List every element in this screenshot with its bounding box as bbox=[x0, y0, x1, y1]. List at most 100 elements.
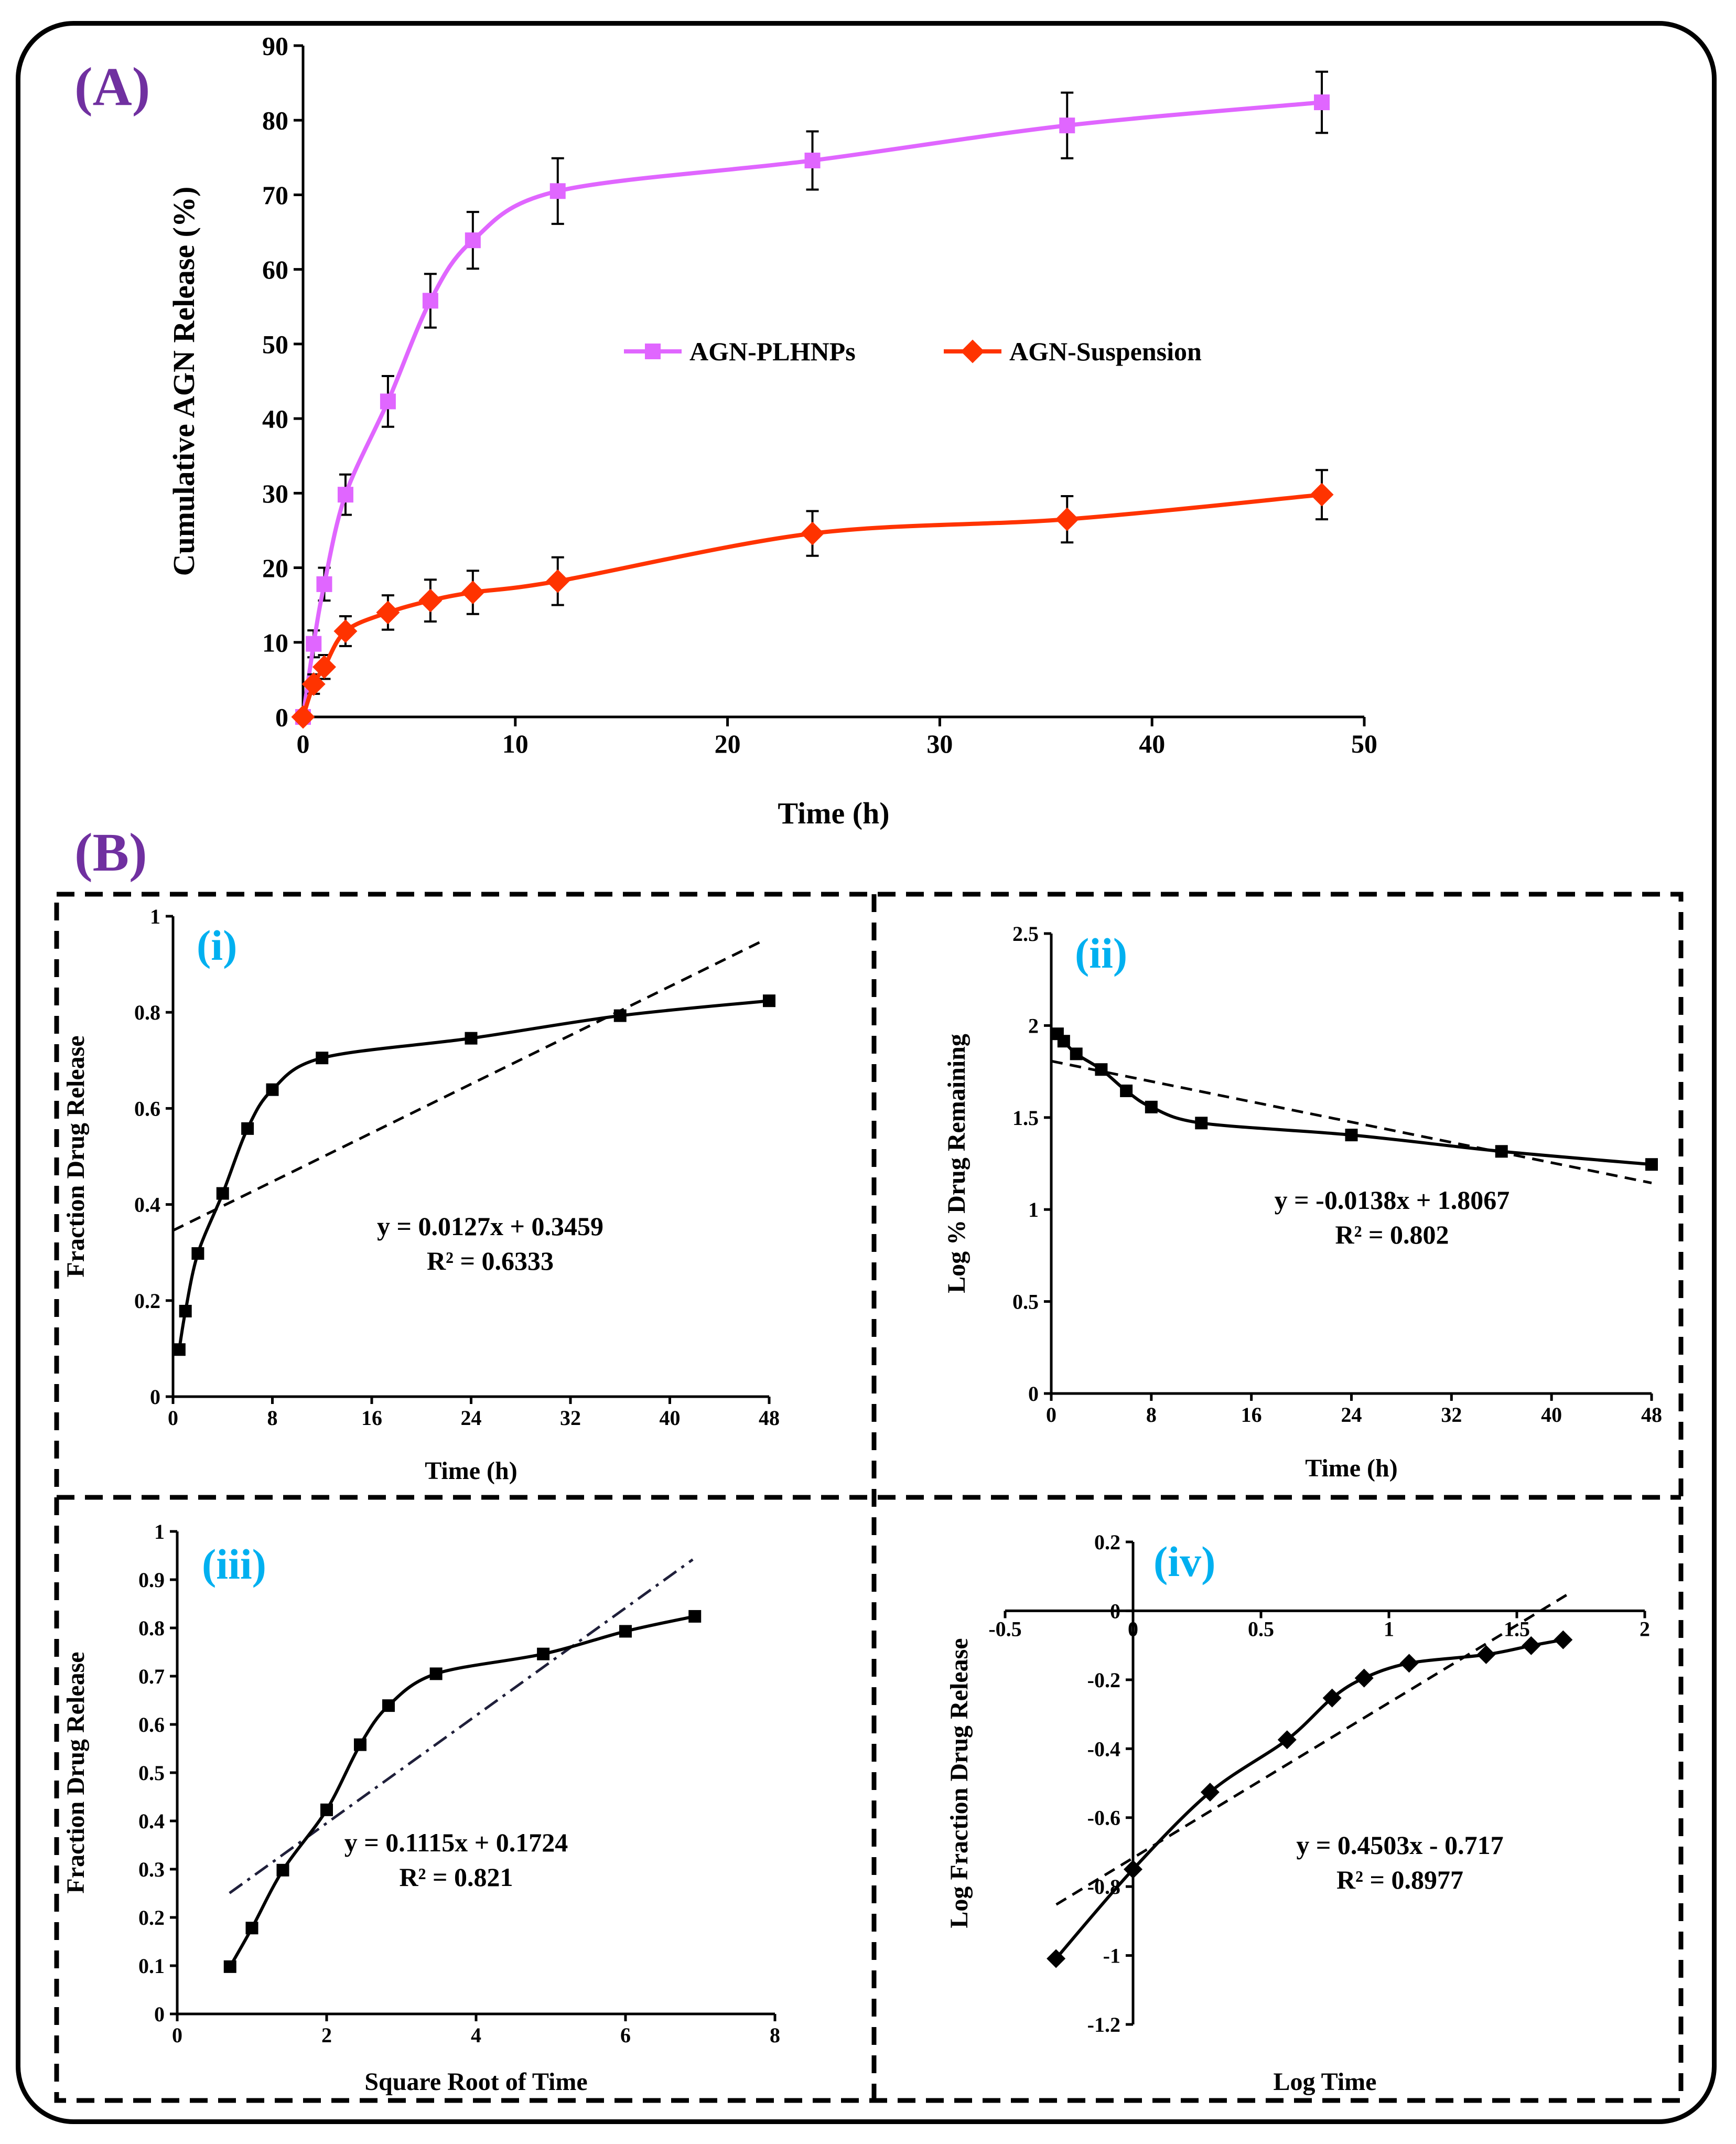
chart-i-data-point bbox=[266, 1083, 279, 1096]
chart-i-y-tick-label: 0 bbox=[150, 1385, 160, 1409]
chart-A-y-tick-label: 10 bbox=[262, 628, 288, 657]
chart-iv-x-axis-label: Log Time bbox=[1274, 2068, 1377, 2096]
chart-ii-x-tick-label: 48 bbox=[1641, 1403, 1662, 1427]
chart-iv-data-point bbox=[1522, 1636, 1541, 1655]
chart-A-data-point bbox=[380, 393, 396, 410]
chart-A-data-point bbox=[461, 580, 485, 604]
chart-A-y-tick-label: 40 bbox=[262, 404, 288, 434]
chart-i-y-tick-label: 0.4 bbox=[134, 1193, 160, 1217]
chart-ii-x-tick-label: 24 bbox=[1341, 1403, 1362, 1427]
chart-A-data-point bbox=[337, 487, 353, 503]
chart-iv-x-tick-label: 0.5 bbox=[1248, 1617, 1274, 1641]
chart-A-data-point bbox=[291, 705, 315, 729]
chart-iv-y-tick-label: -0.4 bbox=[1087, 1737, 1120, 1761]
chart-iv-y-tick-label: -1.2 bbox=[1087, 2013, 1120, 2036]
chart-iii-data-point bbox=[353, 1738, 366, 1751]
chart-i-y-axis-label: Fraction Drug Release bbox=[62, 1035, 90, 1277]
chart-A-x-tick-label: 40 bbox=[1139, 729, 1165, 758]
chart-i-data-point bbox=[191, 1247, 204, 1260]
chart-iii-y-tick-label: 0.7 bbox=[138, 1665, 165, 1688]
chart-A-data-point bbox=[376, 601, 400, 625]
chart-i-x-tick-label: 32 bbox=[560, 1406, 581, 1430]
chart-i-r-squared: R² = 0.6333 bbox=[427, 1246, 554, 1275]
chart-ii-y-tick-label: 2 bbox=[1028, 1014, 1039, 1037]
chart-ii-y-tick-label: 1.5 bbox=[1012, 1106, 1039, 1130]
chart-ii-y-tick-label: 1 bbox=[1028, 1198, 1039, 1221]
chart-ii-trendline bbox=[1051, 1059, 1652, 1185]
chart-A-data-point bbox=[1059, 117, 1075, 134]
chart-ii-data-point bbox=[1195, 1117, 1208, 1130]
chart-iii-data-point bbox=[429, 1667, 443, 1680]
legend-label-0: AGN-PLHNPs bbox=[689, 337, 856, 366]
chart-A-y-tick-label: 90 bbox=[262, 31, 288, 61]
chart-A-x-tick-label: 0 bbox=[297, 729, 310, 758]
chart-ii-data-point bbox=[1070, 1047, 1083, 1060]
chart-iii-x-axis-label: Square Root of Time bbox=[364, 2068, 587, 2096]
chart-iv-y-tick-label: 0.2 bbox=[1094, 1530, 1120, 1554]
chart-A-y-tick-label: 20 bbox=[262, 553, 288, 583]
chart-i-trendline bbox=[172, 939, 764, 1232]
chart-i-equation: y = 0.0127x + 0.3459 bbox=[377, 1212, 603, 1241]
chart-iv-y-tick-label: -0.2 bbox=[1087, 1668, 1120, 1692]
chart-i-x-axis-label: Time (h) bbox=[425, 1457, 517, 1485]
chart-iii-y-tick-label: 0.3 bbox=[138, 1858, 165, 1881]
chart-iii-x-tick-label: 2 bbox=[321, 2023, 332, 2047]
chart-ii-x-axis-label: Time (h) bbox=[1305, 1454, 1397, 1482]
chart-A-y-axis-label: Cumulative AGN Release (%) bbox=[167, 187, 201, 576]
chart-ii-data-point bbox=[1345, 1129, 1358, 1142]
chart-i-x-tick-label: 16 bbox=[361, 1406, 382, 1430]
chart-ii-x-tick-label: 32 bbox=[1441, 1403, 1462, 1427]
legend-marker-1 bbox=[961, 339, 985, 363]
chart-A-series-line-0 bbox=[301, 100, 1322, 717]
chart-A-data-point bbox=[418, 588, 443, 613]
chart-iii-y-tick-label: 0.5 bbox=[138, 1761, 165, 1785]
chart-iii-data-point bbox=[223, 1960, 236, 1973]
chart-A-y-tick-label: 80 bbox=[262, 106, 288, 135]
chart-iii-data-point bbox=[619, 1625, 632, 1638]
chart-ii-x-tick-label: 0 bbox=[1046, 1403, 1056, 1427]
chart-iv-data-point bbox=[1476, 1645, 1496, 1664]
chart-A-y-tick-label: 60 bbox=[262, 255, 288, 284]
chart-iii-y-tick-label: 0.8 bbox=[138, 1616, 165, 1640]
chart-iii-data-point bbox=[537, 1647, 550, 1660]
chart-iii-y-tick-label: 0.2 bbox=[138, 1906, 165, 1929]
chart-A-data-point bbox=[422, 293, 438, 309]
chart-iii-x-tick-label: 4 bbox=[471, 2023, 481, 2047]
chart-iv-y-tick-label: 0 bbox=[1110, 1599, 1120, 1623]
chart-i-data-point bbox=[465, 1032, 478, 1045]
chart-iv-data-point bbox=[1200, 1783, 1220, 1802]
chart-i-data-point bbox=[241, 1122, 254, 1135]
chart-A-y-tick-label: 30 bbox=[262, 479, 288, 508]
chart-iii-y-axis-label: Fraction Drug Release bbox=[62, 1652, 90, 1893]
chart-i-data-point bbox=[763, 994, 775, 1007]
chart-iv-y-tick-label: -1 bbox=[1103, 1944, 1120, 1968]
panel-label-a: (A) bbox=[74, 57, 150, 117]
chart-iv-equation: y = 0.4503x - 0.717 bbox=[1296, 1830, 1503, 1860]
chart-iv-x-tick-label: 2 bbox=[1640, 1617, 1650, 1641]
chart-iv-y-axis-label: Log Fraction Drug Release bbox=[945, 1638, 973, 1928]
chart-iv-data-point bbox=[1277, 1730, 1297, 1750]
chart-i-y-tick-label: 0.8 bbox=[134, 1001, 160, 1024]
chart-ii-series-line-0 bbox=[1056, 1033, 1652, 1166]
chart-i-data-point bbox=[179, 1304, 192, 1317]
chart-ii-equation: y = -0.0138x + 1.8067 bbox=[1275, 1185, 1510, 1215]
chart-A-y-tick-label: 50 bbox=[262, 329, 288, 359]
chart-iv-panel-label: (iv) bbox=[1153, 1538, 1215, 1585]
chart-ii-x-tick-label: 8 bbox=[1146, 1403, 1157, 1427]
chart-ii-y-tick-label: 0 bbox=[1028, 1382, 1039, 1406]
chart-iii-data-point bbox=[245, 1922, 258, 1935]
chart-iv-data-point bbox=[1124, 1860, 1142, 1879]
chart-A-x-tick-label: 10 bbox=[502, 729, 529, 758]
chart-i-data-point bbox=[172, 1343, 186, 1356]
chart-A-data-point bbox=[801, 521, 825, 545]
chart-iv-trendline bbox=[1055, 1593, 1569, 1906]
chart-A-data-point bbox=[1310, 483, 1334, 507]
chart-ii-data-point bbox=[1495, 1145, 1508, 1158]
chart-A-x-axis-label: Time (h) bbox=[778, 796, 889, 830]
chart-iii-panel-label: (iii) bbox=[202, 1540, 266, 1588]
chart-i-data-point bbox=[316, 1052, 329, 1065]
chart-iv-y-tick-label: -0.6 bbox=[1087, 1806, 1120, 1830]
chart-A-data-point bbox=[549, 183, 566, 199]
chart-iv-x-tick-label: -0.5 bbox=[988, 1617, 1021, 1641]
